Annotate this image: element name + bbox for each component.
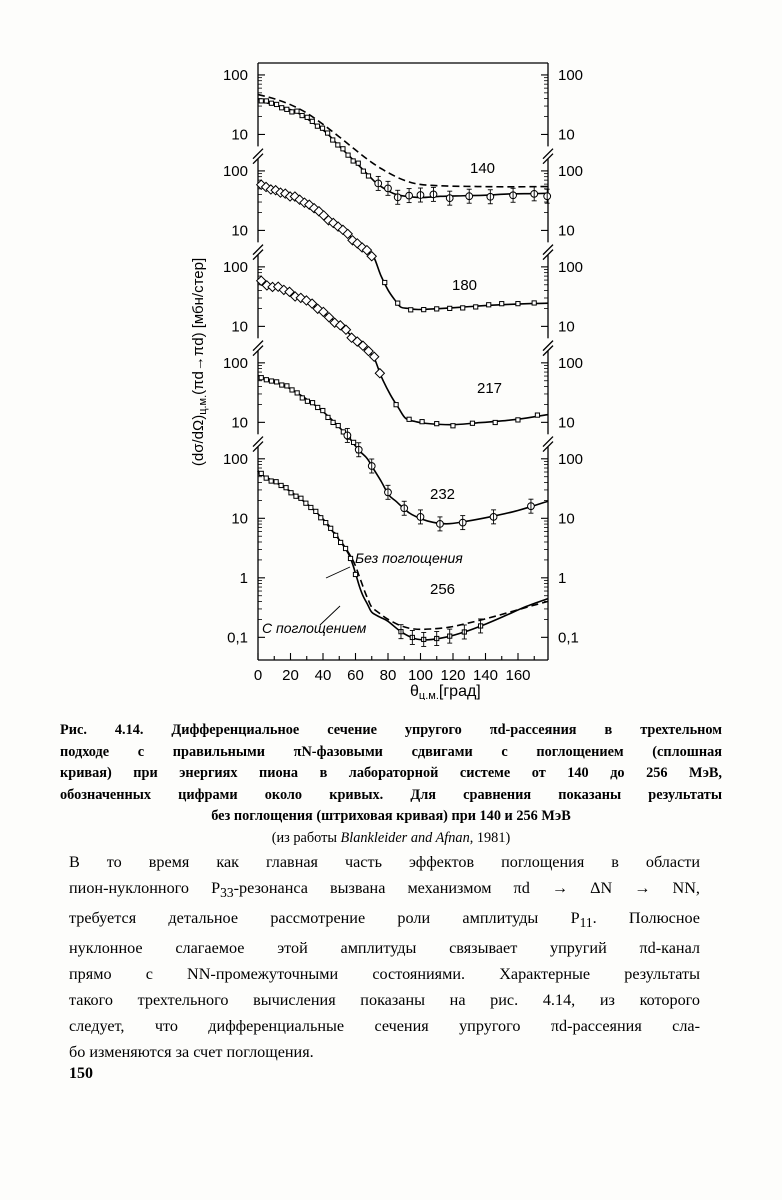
svg-text:0,1: 0,1: [227, 629, 248, 646]
svg-text:10: 10: [231, 126, 248, 143]
svg-text:100: 100: [223, 163, 248, 180]
svg-text:100: 100: [558, 163, 583, 180]
svg-text:256: 256: [430, 581, 455, 598]
svg-text:100: 100: [223, 259, 248, 276]
svg-text:217: 217: [477, 380, 502, 397]
svg-text:60: 60: [347, 667, 364, 684]
svg-text:100: 100: [558, 451, 583, 468]
svg-text:100: 100: [223, 67, 248, 84]
svg-text:(dσ/dΩ)ц.м.(πd→πd) [мбн/стер]: (dσ/dΩ)ц.м.(πd→πd) [мбн/стер]: [190, 258, 209, 466]
svg-text:10: 10: [231, 414, 248, 431]
svg-text:80: 80: [380, 667, 397, 684]
svg-text:100: 100: [223, 355, 248, 372]
svg-text:1: 1: [558, 570, 566, 587]
svg-text:120: 120: [440, 667, 465, 684]
svg-text:10: 10: [558, 510, 575, 527]
svg-text:10: 10: [558, 318, 575, 335]
svg-text:θц.м.[град]: θц.м.[град]: [410, 683, 481, 700]
svg-text:Без поглощения: Без поглощения: [355, 550, 463, 566]
svg-text:160: 160: [505, 667, 530, 684]
svg-text:С поглощением: С поглощением: [262, 620, 367, 636]
svg-text:100: 100: [558, 67, 583, 84]
svg-text:40: 40: [315, 667, 332, 684]
svg-text:180: 180: [452, 277, 477, 294]
svg-text:10: 10: [231, 510, 248, 527]
svg-text:100: 100: [223, 451, 248, 468]
svg-text:100: 100: [558, 355, 583, 372]
svg-text:140: 140: [473, 667, 498, 684]
svg-text:10: 10: [558, 222, 575, 239]
svg-text:10: 10: [558, 414, 575, 431]
svg-text:140: 140: [470, 160, 495, 177]
svg-text:100: 100: [558, 259, 583, 276]
svg-text:0,1: 0,1: [558, 629, 579, 646]
svg-text:0: 0: [254, 667, 262, 684]
svg-text:100: 100: [408, 667, 433, 684]
svg-text:20: 20: [282, 667, 299, 684]
svg-text:10: 10: [231, 222, 248, 239]
svg-text:10: 10: [231, 318, 248, 335]
svg-text:1: 1: [240, 570, 248, 587]
svg-text:232: 232: [430, 486, 455, 503]
svg-text:10: 10: [558, 126, 575, 143]
